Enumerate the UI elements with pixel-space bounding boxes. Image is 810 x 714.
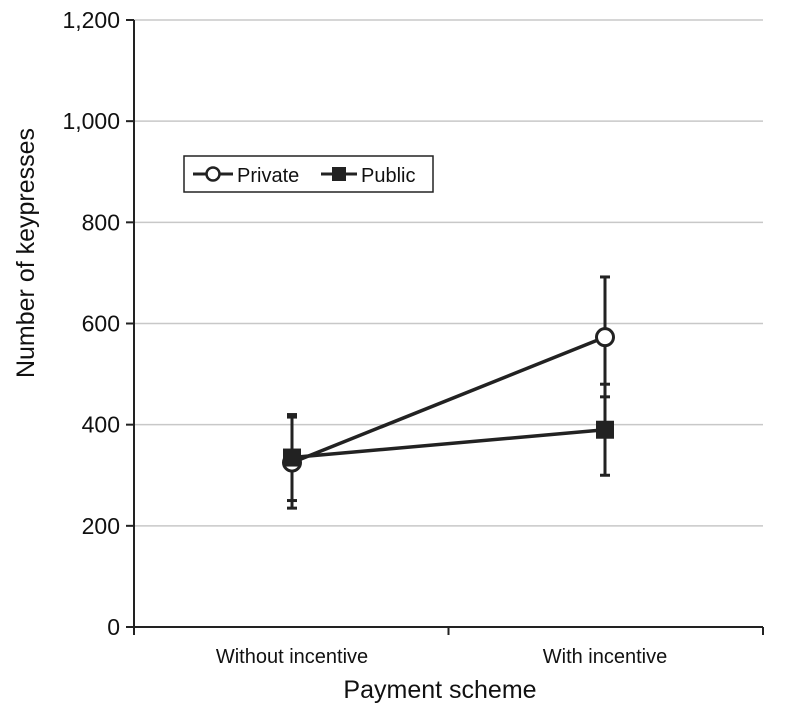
y-tick-label: 0 bbox=[107, 614, 120, 640]
legend-marker-private bbox=[205, 166, 221, 182]
legend: Private Public bbox=[183, 155, 434, 193]
legend-label-public: Public bbox=[361, 165, 415, 187]
y-tick-label: 1,200 bbox=[62, 7, 120, 33]
markers-public bbox=[283, 420, 614, 467]
x-category-label: Without incentive bbox=[216, 646, 368, 668]
data-point-public bbox=[596, 420, 614, 439]
y-tick-label: 1,000 bbox=[62, 108, 120, 134]
legend-marker-public bbox=[332, 167, 346, 181]
data-point-public bbox=[283, 448, 301, 467]
y-tick-label: 200 bbox=[82, 513, 120, 539]
axes bbox=[133, 20, 764, 635]
series-group bbox=[282, 275, 615, 510]
grid-lines bbox=[134, 19, 763, 527]
x-axis-title: Payment scheme bbox=[343, 676, 536, 704]
series-line bbox=[291, 427, 606, 460]
y-ticks: 0 200 400 600 800 1,000 1,200 bbox=[62, 7, 134, 640]
series-line bbox=[291, 335, 606, 465]
legend-label-private: Private bbox=[237, 165, 299, 187]
data-point-private bbox=[595, 327, 615, 348]
x-category-label: With incentive bbox=[543, 646, 668, 668]
x-categories: Without incentive With incentive bbox=[216, 646, 667, 668]
series-private bbox=[287, 275, 610, 510]
y-tick-label: 600 bbox=[82, 311, 120, 337]
y-axis-title: Number of keypresses bbox=[12, 128, 40, 378]
y-tick-label: 400 bbox=[82, 412, 120, 438]
y-tick-label: 800 bbox=[82, 209, 120, 235]
